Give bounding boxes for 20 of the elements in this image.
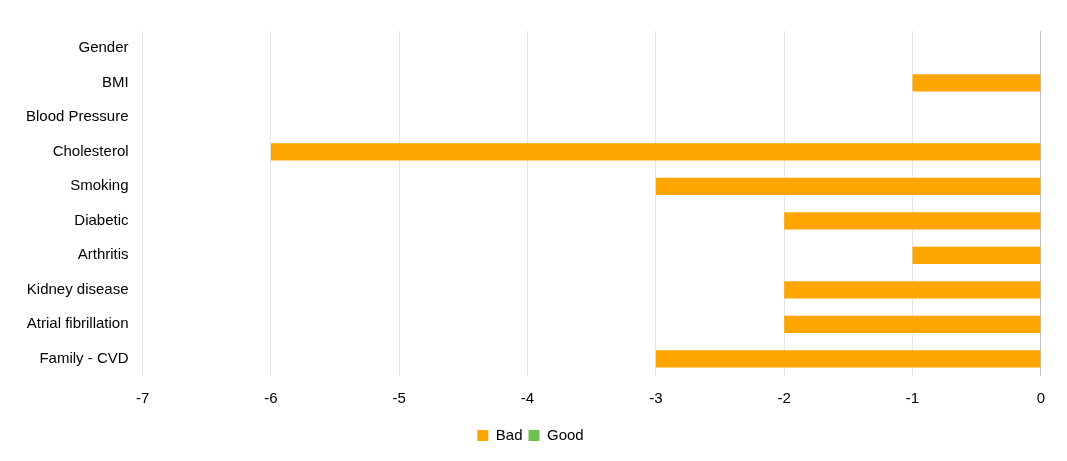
y-tick-label: Arthritis	[77, 245, 129, 263]
x-tick-label: -4	[520, 389, 535, 407]
x-tick-label: -5	[392, 389, 406, 407]
y-tick-label: Kidney disease	[26, 279, 129, 297]
x-tick-label: 0	[1036, 389, 1045, 407]
x-tick-label: -2	[777, 389, 791, 407]
y-tick-label: Gender	[78, 38, 129, 56]
x-tick-label: -3	[649, 389, 663, 407]
x-tick-label: -7	[135, 389, 150, 407]
y-tick-label: BMI	[101, 72, 129, 90]
legend-label: Good	[547, 425, 584, 443]
y-tick-label: Blood Pressure	[25, 107, 129, 125]
legend-label: Bad	[495, 425, 523, 443]
x-tick-label: -6	[264, 389, 278, 407]
y-tick-label: Diabetic	[74, 210, 130, 228]
y-tick-label: Atrial fibrillation	[26, 314, 129, 332]
x-tick-label: -1	[905, 389, 920, 407]
y-tick-label: Smoking	[70, 176, 129, 194]
y-tick-label: Cholesterol	[52, 141, 129, 159]
y-tick-label: Family - CVD	[39, 348, 129, 366]
